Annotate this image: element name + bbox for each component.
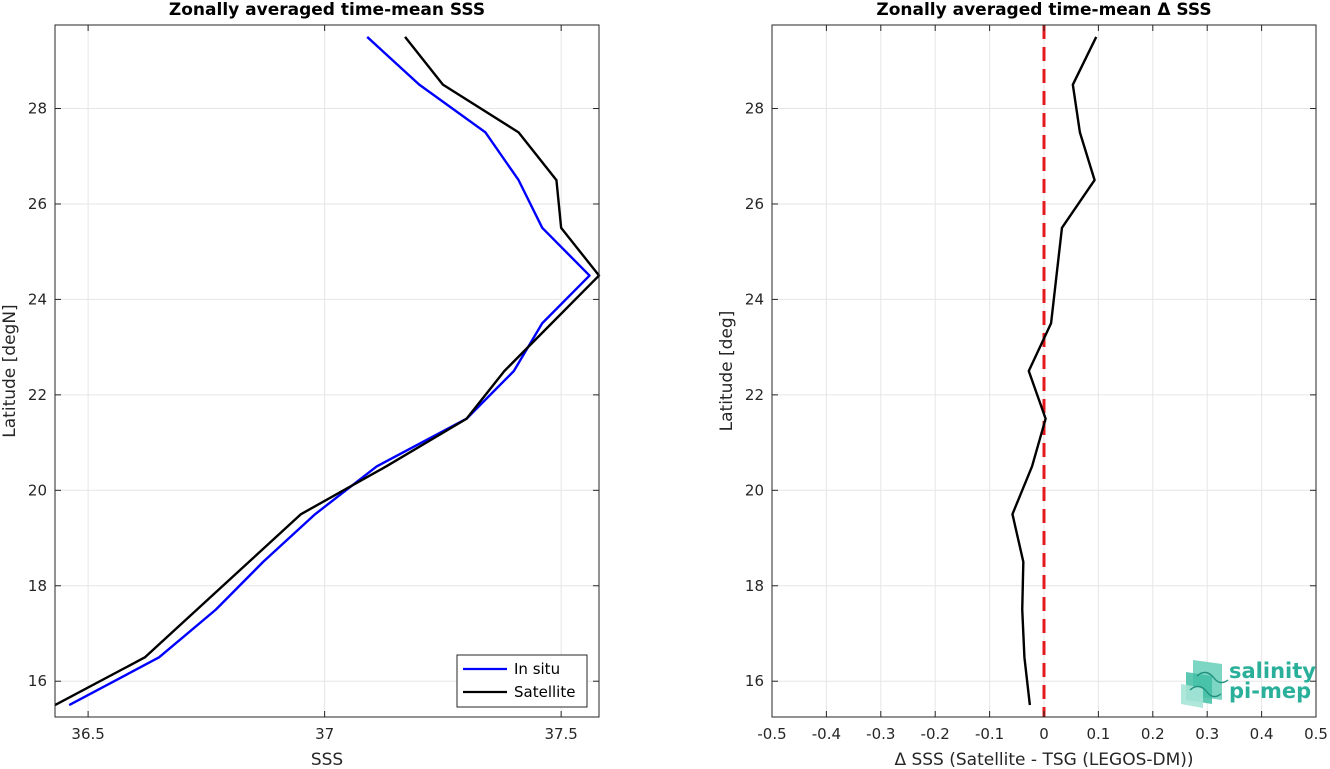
grid bbox=[55, 25, 599, 717]
x-axis-label: Δ SSS (Satellite - TSG (LEGOS-DM)) bbox=[894, 750, 1193, 769]
series-line-delta-sss bbox=[1011, 36, 1098, 706]
y-tick-label: 24 bbox=[745, 290, 764, 308]
x-axis-label: SSS bbox=[311, 750, 343, 769]
y-tick-label: 16 bbox=[745, 672, 764, 690]
series-layer bbox=[54, 36, 601, 707]
x-tick-label: 0.2 bbox=[1141, 725, 1165, 743]
salinity-pi-mep-logo: salinity pi-mep bbox=[1181, 659, 1316, 708]
tick-layer: -0.5 -0.4 -0.3 -0.2 -0.1 0 0.1 0.2 0.3 0.4 0.5 16 18… bbox=[745, 25, 1328, 743]
legend-label-satellite: Satellite bbox=[514, 683, 575, 701]
x-tick-label: -0.2 bbox=[921, 725, 950, 743]
series-line-in-situ bbox=[68, 36, 591, 707]
y-tick-label: 26 bbox=[745, 195, 764, 213]
logo-text-salinity: salinity bbox=[1229, 659, 1316, 683]
logo-text-pi-mep: pi-mep bbox=[1229, 679, 1311, 703]
y-tick-label: 26 bbox=[28, 195, 47, 213]
y-tick-label: 28 bbox=[745, 100, 764, 118]
plot-area bbox=[55, 25, 599, 717]
x-tick-label: 37 bbox=[315, 725, 334, 743]
chart-title: Zonally averaged time-mean SSS bbox=[169, 0, 485, 20]
series-line-satellite bbox=[54, 36, 601, 707]
legend-label-in-situ: In situ bbox=[514, 660, 560, 678]
wave-icon bbox=[1181, 660, 1229, 708]
delta-sss-panel: -0.5 -0.4 -0.3 -0.2 -0.1 0 0.1 0.2 0.3 0.4 0.5 16 18… bbox=[717, 0, 1328, 769]
y-tick-label: 16 bbox=[28, 672, 47, 690]
legend-box bbox=[456, 654, 588, 708]
axes-box bbox=[54, 24, 600, 718]
x-tick-label: 0 bbox=[1039, 725, 1049, 743]
chart-title: Zonally averaged time-mean Δ SSS bbox=[876, 0, 1211, 20]
x-tick-label: -0.4 bbox=[812, 725, 841, 743]
y-axis-label: Latitude [deg] bbox=[717, 311, 737, 432]
x-tick-label: -0.1 bbox=[975, 725, 1004, 743]
y-tick-label: 20 bbox=[745, 481, 764, 499]
x-tick-label: 0.1 bbox=[1086, 725, 1110, 743]
y-tick-label: 18 bbox=[28, 577, 47, 595]
y-tick-label: 22 bbox=[28, 386, 47, 404]
x-tick-label: 36.5 bbox=[71, 725, 104, 743]
series-layer bbox=[1011, 25, 1098, 717]
sss-panel: 36.5 37 37.5 16 18 20 22 24 26 28 Zonally average… bbox=[0, 0, 601, 769]
tick-layer: 36.5 37 37.5 16 18 20 22 24 26 28 bbox=[28, 25, 599, 743]
y-tick-label: 18 bbox=[745, 577, 764, 595]
x-tick-label: -0.3 bbox=[866, 725, 895, 743]
x-tick-label: 0.4 bbox=[1250, 725, 1274, 743]
x-tick-label: 37.5 bbox=[544, 725, 577, 743]
x-tick-label: -0.5 bbox=[757, 725, 786, 743]
y-axis-label: Latitude [degN] bbox=[0, 304, 20, 437]
x-tick-label: 0.3 bbox=[1195, 725, 1219, 743]
x-tick-label: 0.5 bbox=[1304, 725, 1328, 743]
legend: In situ Satellite bbox=[456, 654, 588, 708]
y-tick-label: 24 bbox=[28, 290, 47, 308]
y-tick-label: 22 bbox=[745, 386, 764, 404]
y-tick-label: 20 bbox=[28, 481, 47, 499]
y-tick-label: 28 bbox=[28, 100, 47, 118]
